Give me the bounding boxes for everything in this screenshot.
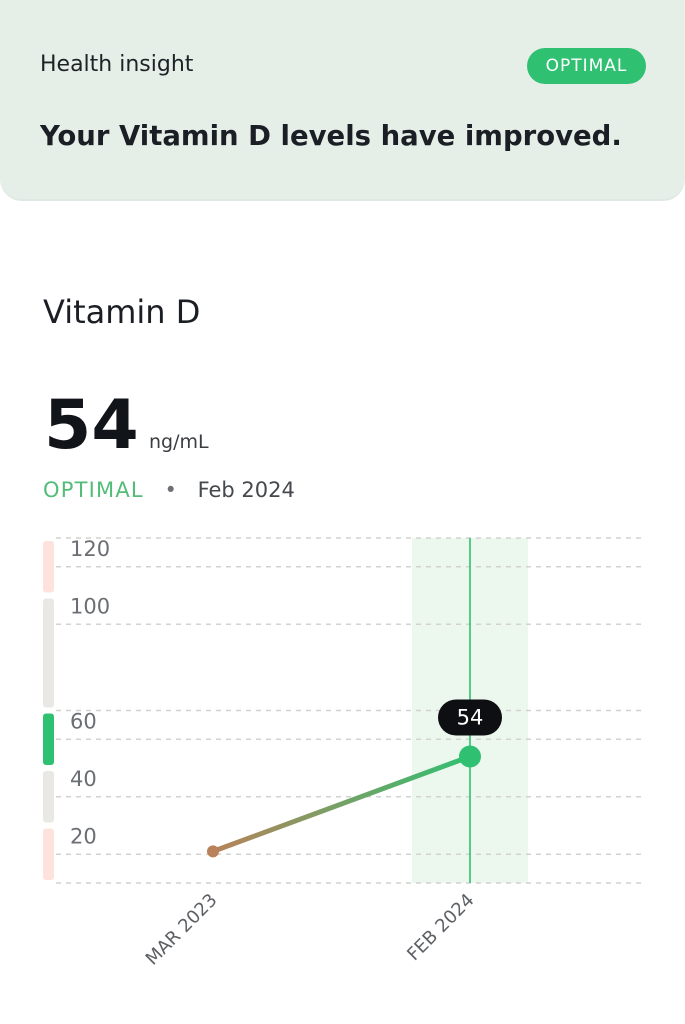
health-insight-card: Health insight OPTIMAL Your Vitamin D le…	[0, 0, 685, 201]
measurement-date: Feb 2024	[197, 478, 295, 502]
x-tick-label: FEB 2024	[403, 890, 478, 965]
range-bar-neutral	[43, 598, 54, 708]
insight-label: Health insight	[40, 52, 194, 77]
metric-value: 54	[44, 386, 139, 465]
vitamin-d-trend-chart[interactable]: 20 40 60 100 120 54 MAR 2023 FEB 2024	[0, 520, 685, 1010]
y-tick-label: 20	[70, 824, 97, 848]
x-tick-label: MAR 2023	[142, 890, 222, 970]
data-point-selected[interactable]	[459, 745, 481, 768]
range-bar-neutral	[43, 771, 54, 823]
status-badge: OPTIMAL	[527, 48, 646, 84]
range-bar-optimal	[43, 713, 54, 765]
status-row: OPTIMAL • Feb 2024	[43, 478, 295, 502]
data-point[interactable]	[207, 845, 219, 858]
range-bar-low	[43, 828, 54, 880]
separator-dot: •	[164, 478, 177, 502]
y-tick-label: 120	[70, 537, 110, 561]
value-tooltip-label: 54	[457, 706, 484, 730]
series-line	[210, 754, 473, 854]
range-bar-high	[43, 541, 54, 593]
status-label: OPTIMAL	[43, 478, 144, 502]
y-tick-label: 100	[70, 594, 110, 618]
insight-message: Your Vitamin D levels have improved.	[40, 120, 622, 152]
y-tick-label: 40	[70, 767, 97, 791]
value-tooltip	[438, 699, 502, 736]
metric-title: Vitamin D	[43, 293, 201, 331]
metric-unit: ng/mL	[149, 431, 209, 453]
y-tick-label: 60	[70, 709, 97, 733]
